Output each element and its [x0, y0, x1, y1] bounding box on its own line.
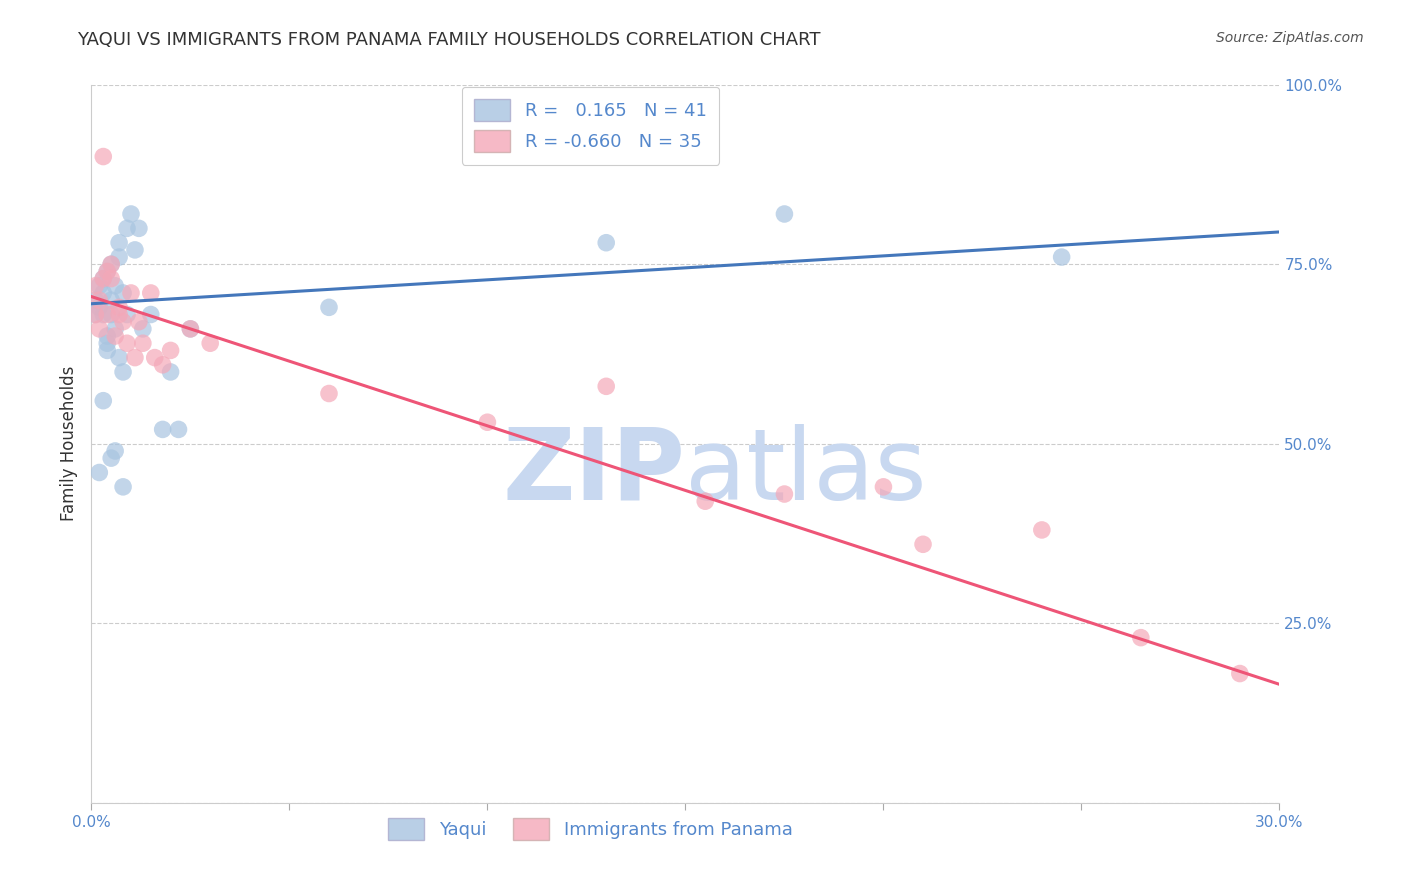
Point	[89, 278, 111, 293]
Text: YAQUI VS IMMIGRANTS FROM PANAMA FAMILY HOUSEHOLDS CORRELATION CHART: YAQUI VS IMMIGRANTS FROM PANAMA FAMILY H…	[77, 31, 821, 49]
Point	[115, 221, 138, 235]
Point	[104, 278, 127, 293]
Point	[773, 487, 796, 501]
Point	[1129, 631, 1152, 645]
Point	[120, 207, 142, 221]
Point	[695, 494, 717, 508]
Point	[100, 451, 122, 466]
Point	[91, 150, 114, 164]
Point	[152, 422, 174, 436]
Point	[89, 293, 111, 307]
Point	[318, 301, 340, 315]
Point	[124, 243, 146, 257]
Point	[91, 285, 114, 300]
Point	[112, 285, 135, 300]
Point	[159, 365, 181, 379]
Point	[152, 358, 174, 372]
Point	[115, 308, 138, 322]
Point	[124, 351, 146, 365]
Point	[96, 336, 118, 351]
Point	[200, 336, 222, 351]
Point	[108, 250, 131, 264]
Point	[96, 264, 118, 278]
Point	[91, 393, 114, 408]
Point	[112, 480, 135, 494]
Point	[108, 235, 131, 250]
Point	[104, 322, 127, 336]
Point	[108, 308, 131, 322]
Point	[96, 264, 118, 278]
Point	[108, 301, 131, 315]
Point	[911, 537, 934, 551]
Point	[91, 308, 114, 322]
Point	[84, 278, 107, 293]
Point	[143, 351, 166, 365]
Point	[96, 343, 118, 358]
Point	[139, 285, 162, 300]
Text: Source: ZipAtlas.com: Source: ZipAtlas.com	[1216, 31, 1364, 45]
Point	[100, 257, 122, 271]
Point	[595, 235, 617, 250]
Point	[318, 386, 340, 401]
Point	[1050, 250, 1073, 264]
Text: ZIP: ZIP	[502, 424, 685, 521]
Point	[179, 322, 201, 336]
Point	[108, 351, 131, 365]
Point	[595, 379, 617, 393]
Point	[112, 315, 135, 329]
Text: atlas: atlas	[685, 424, 927, 521]
Point	[96, 329, 118, 343]
Point	[100, 257, 122, 271]
Point	[104, 329, 127, 343]
Point	[100, 293, 122, 307]
Legend: Yaqui, Immigrants from Panama: Yaqui, Immigrants from Panama	[381, 811, 800, 847]
Point	[84, 308, 107, 322]
Y-axis label: Family Households: Family Households	[59, 366, 77, 522]
Point	[112, 365, 135, 379]
Point	[84, 308, 107, 322]
Point	[120, 285, 142, 300]
Point	[167, 422, 190, 436]
Point	[159, 343, 181, 358]
Point	[139, 308, 162, 322]
Point	[96, 308, 118, 322]
Point	[128, 221, 150, 235]
Point	[100, 308, 122, 322]
Point	[1229, 666, 1251, 681]
Point	[115, 336, 138, 351]
Point	[89, 466, 111, 480]
Point	[91, 271, 114, 285]
Point	[91, 271, 114, 285]
Point	[477, 415, 499, 429]
Point	[132, 336, 155, 351]
Point	[872, 480, 894, 494]
Point	[84, 293, 107, 307]
Point	[179, 322, 201, 336]
Point	[773, 207, 796, 221]
Point	[100, 271, 122, 285]
Point	[132, 322, 155, 336]
Point	[89, 322, 111, 336]
Point	[128, 315, 150, 329]
Point	[104, 444, 127, 458]
Point	[89, 301, 111, 315]
Point	[1031, 523, 1053, 537]
